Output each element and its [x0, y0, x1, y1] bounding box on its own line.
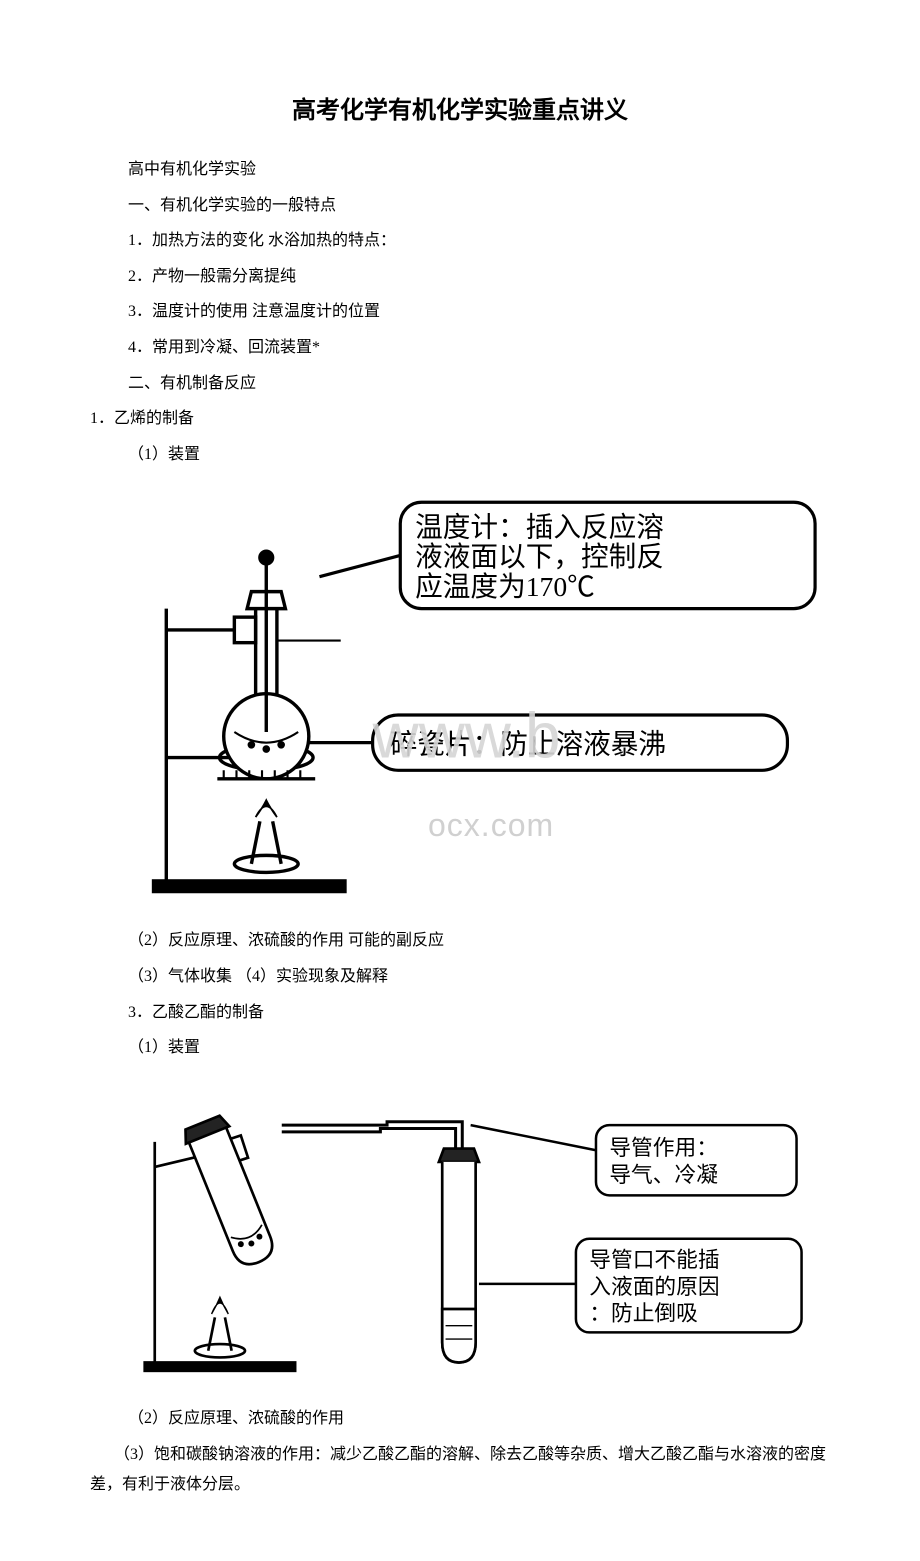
- text-paragraph: （3）饱和碳酸钠溶液的作用：减少乙酸乙酯的溶解、除去乙酸等杂质、增大乙酸乙酯与水…: [90, 1440, 830, 1501]
- figure-ethylene-apparatus: 温度计：插入反应溶 液液面以下，控制反 应温度为170℃ 碎瓷片：防止溶液暴沸 …: [128, 481, 830, 954]
- text-line: （2）反应原理、浓硫酸的作用: [90, 1402, 830, 1436]
- page-title: 高考化学有机化学实验重点讲义: [90, 90, 830, 125]
- svg-text:温度计：插入反应溶: 温度计：插入反应溶: [415, 512, 664, 543]
- text-line: 3．温度计的使用 注意温度计的位置: [90, 295, 830, 329]
- section-heading: 一、有机化学实验的一般特点: [90, 189, 830, 223]
- svg-text:导管作用：: 导管作用：: [609, 1136, 718, 1160]
- svg-text:应温度为170℃: 应温度为170℃: [415, 571, 595, 602]
- section-heading: 二、有机制备反应: [90, 367, 830, 401]
- svg-text:导管口不能插: 导管口不能插: [589, 1248, 719, 1272]
- text-line: （3）气体收集 （4）实验现象及解释: [90, 960, 830, 994]
- text-line: （1）装置: [90, 438, 830, 472]
- text-line: 3．乙酸乙酯的制备: [90, 996, 830, 1030]
- text-line: 1．加热方法的变化 水浴加热的特点：: [90, 224, 830, 258]
- svg-text:导气、冷凝: 导气、冷凝: [609, 1163, 718, 1187]
- text-line: 2．产物一般需分离提纯: [90, 260, 830, 294]
- text-line: （1）装置: [90, 1031, 830, 1065]
- watermark-left: www.b: [372, 700, 561, 772]
- text-line: （2）反应原理、浓硫酸的作用 可能的副反应: [90, 924, 830, 958]
- text-line: 高中有机化学实验: [90, 153, 830, 187]
- svg-text:入液面的原因: 入液面的原因: [589, 1275, 719, 1299]
- text-line: 1．乙烯的制备: [90, 402, 830, 436]
- text-line: 4．常用到冷凝、回流装置*: [90, 331, 830, 365]
- svg-text:液液面以下，控制反: 液液面以下，控制反: [415, 541, 664, 572]
- figure-ester-apparatus: 导管作用： 导气、冷凝 导管口不能插 入液面的原因 ：防止倒吸: [128, 1075, 830, 1393]
- watermark-text: ocx.com: [428, 807, 554, 843]
- svg-text:：防止倒吸: ：防止倒吸: [589, 1301, 698, 1325]
